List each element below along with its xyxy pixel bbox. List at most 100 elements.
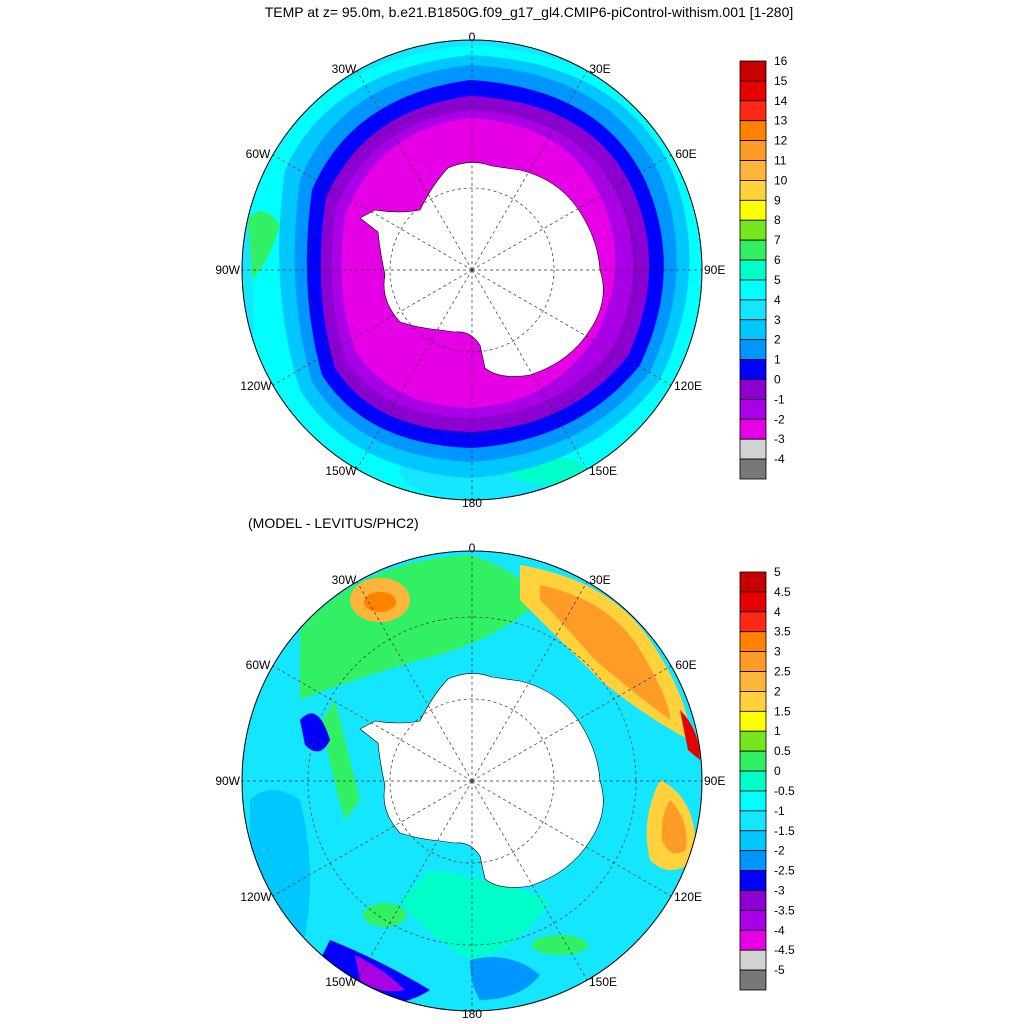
- colorbar-label: 1.5: [774, 704, 791, 718]
- colorbar-label: -2: [774, 844, 785, 858]
- lon-label-90w: 90W: [215, 774, 240, 788]
- lon-label-30e: 30E: [589, 62, 610, 76]
- lon-label-60w: 60W: [246, 147, 271, 161]
- colorbar-label: 2: [774, 333, 781, 347]
- colorbar-swatch: [739, 299, 767, 321]
- colorbar-swatch: [739, 909, 767, 931]
- colorbar-swatch: [739, 591, 767, 613]
- lon-label-150w: 150W: [325, 975, 357, 989]
- colorbar-swatch: [739, 691, 767, 712]
- lon-label-90e: 90E: [704, 774, 725, 788]
- colorbar-swatch: [739, 830, 767, 852]
- colorbar-swatch: [739, 949, 767, 971]
- colorbar-swatch: [739, 359, 767, 380]
- lon-label-150e: 150E: [589, 464, 617, 478]
- colorbar-label: 6: [774, 253, 781, 267]
- map-title: TEMP at z= 95.0m, b.e21.B1850G.f09_g17_g…: [264, 4, 794, 20]
- lon-label-30e: 30E: [589, 573, 610, 587]
- colorbar-swatch: [739, 710, 767, 732]
- colorbar-swatch: [739, 790, 767, 812]
- temperature-map-longitude-labels: 0 30E 60E 90E 120E 150E 180 150W 120W 90…: [215, 30, 725, 510]
- temperature-map-graticule: [242, 40, 702, 500]
- difference-map: 0 30E 60E 90E 120E 150E 180 150W 120W 90…: [215, 541, 795, 1021]
- lon-label-120w: 120W: [240, 379, 272, 393]
- colorbar-swatch: [739, 379, 767, 400]
- colorbar-label: 12: [774, 134, 788, 148]
- colorbar-swatch: [739, 180, 767, 201]
- colorbar-label: 1: [774, 724, 781, 738]
- lon-label-90w: 90W: [215, 263, 240, 277]
- colorbar-swatch: [739, 319, 767, 341]
- colorbar-label: 0: [774, 372, 781, 386]
- colorbar-swatch: [739, 890, 767, 911]
- colorbar-label: -2.5: [774, 864, 795, 878]
- colorbar-label: -5: [774, 963, 785, 977]
- colorbar-label: 14: [774, 94, 788, 108]
- colorbar-label: -1: [774, 392, 785, 406]
- colorbar-label: 10: [774, 173, 788, 187]
- colorbar-swatch: [739, 611, 767, 633]
- lon-label-120e: 120E: [674, 379, 702, 393]
- colorbar-label: 15: [774, 74, 788, 88]
- colorbar-label: -0.5: [774, 784, 795, 798]
- colorbar-label: 5: [774, 273, 781, 287]
- colorbar-label: 2: [774, 684, 781, 698]
- colorbar-swatch: [739, 160, 767, 181]
- colorbar-label: 0: [774, 764, 781, 778]
- colorbar-label: -2: [774, 412, 785, 426]
- difference-colorbar: 5 4.5 4 3.5 3 2.5 2 1.5 1 0.5 0 -0.5 -1 -1.5 -2 -2.5 -3 -…: [739, 565, 795, 991]
- colorbar-label: 11: [774, 154, 787, 168]
- lon-label-120e: 120E: [674, 890, 702, 904]
- colorbar-label: -1.5: [774, 824, 795, 838]
- colorbar-label: 3: [774, 313, 781, 327]
- colorbar-label: 9: [774, 193, 781, 207]
- colorbar-swatch: [739, 929, 767, 951]
- colorbar-swatch: [739, 120, 767, 142]
- colorbar-label: 2.5: [774, 665, 791, 679]
- colorbar-swatch: [739, 80, 767, 102]
- colorbar-label: -4: [774, 923, 785, 937]
- colorbar-swatch: [739, 750, 767, 772]
- colorbar-swatch: [739, 398, 767, 420]
- colorbar-swatch: [739, 279, 767, 301]
- lon-label-0: 0: [469, 30, 476, 44]
- colorbar-swatch: [739, 571, 767, 593]
- colorbar-label: -1: [774, 804, 785, 818]
- colorbar-swatch: [739, 730, 767, 752]
- lon-label-150e: 150E: [589, 975, 617, 989]
- colorbar-label: 13: [774, 114, 788, 128]
- colorbar-label: 3.5: [774, 625, 791, 639]
- colorbar-label: -3: [774, 883, 785, 897]
- colorbar-label: 7: [774, 233, 781, 247]
- lon-label-180: 180: [462, 496, 482, 510]
- colorbar-swatch: [739, 140, 767, 161]
- colorbar-swatch: [739, 418, 767, 440]
- difference-map-border: [241, 550, 703, 1012]
- lon-label-120w: 120W: [240, 890, 272, 904]
- lon-label-30w: 30W: [332, 62, 357, 76]
- colorbar-label: -4: [774, 452, 785, 466]
- colorbar-label: 4.5: [774, 585, 791, 599]
- colorbar-label: 4: [774, 605, 781, 619]
- temperature-map: 0 30E 60E 90E 120E 150E 180 150W 120W 90…: [215, 30, 787, 510]
- lon-label-60e: 60E: [675, 658, 696, 672]
- difference-map-longitude-labels: 0 30E 60E 90E 120E 150E 180 150W 120W 90…: [215, 541, 725, 1021]
- colorbar-swatch: [739, 969, 767, 991]
- colorbar-label: -4.5: [774, 943, 795, 957]
- colorbar-swatch: [739, 631, 767, 653]
- colorbar-label: 1: [774, 353, 781, 367]
- difference-subtitle: (MODEL - LEVITUS/PHC2): [248, 515, 419, 531]
- colorbar-swatch: [739, 870, 767, 891]
- colorbar-label: 0.5: [774, 744, 791, 758]
- colorbar-label: 8: [774, 213, 781, 227]
- temperature-map-border: [241, 39, 703, 501]
- colorbar-swatch: [739, 60, 767, 82]
- colorbar-swatch: [739, 850, 767, 871]
- colorbar-swatch: [739, 219, 767, 241]
- colorbar-label: 3: [774, 645, 781, 659]
- colorbar-swatch: [739, 651, 767, 672]
- lon-label-0: 0: [469, 541, 476, 555]
- colorbar-label: -3: [774, 432, 785, 446]
- colorbar-label: 16: [774, 54, 788, 68]
- colorbar-swatch: [739, 810, 767, 832]
